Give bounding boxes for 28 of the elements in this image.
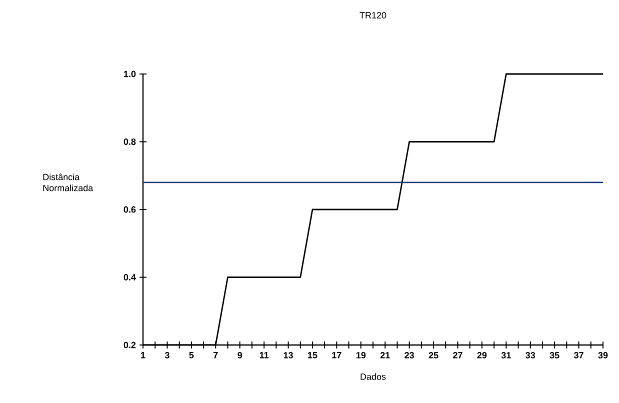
chart-title: TR120 <box>360 12 386 18</box>
x-axis-title: Dados <box>360 373 386 380</box>
x-tick-label: 39 <box>598 352 608 358</box>
y-tick-label: 0.6 <box>124 206 136 213</box>
x-tick-label: 7 <box>214 352 218 358</box>
x-tick-label: 33 <box>526 352 536 358</box>
x-tick-label: 27 <box>453 352 462 358</box>
x-tick-label: 1 <box>141 352 146 358</box>
x-tick-label: 31 <box>501 352 511 358</box>
x-tick-label: 5 <box>189 352 194 358</box>
x-tick-label: 25 <box>428 352 438 358</box>
x-tick-label: 21 <box>380 352 390 358</box>
y-tick-label: 0.2 <box>124 342 136 348</box>
y-tick-label: 0.4 <box>124 274 136 280</box>
x-tick-label: 9 <box>238 352 242 358</box>
x-tick-label: 3 <box>164 352 170 358</box>
x-tick-label: 29 <box>477 352 487 358</box>
x-tick-label: 11 <box>260 352 269 358</box>
x-tick-label: 19 <box>356 352 366 358</box>
x-tick-label: 23 <box>404 352 414 358</box>
x-tick-label: 15 <box>308 352 318 358</box>
y-axis-title: Distância Normalizada <box>43 174 94 192</box>
y-tick-label: 0.8 <box>124 138 136 145</box>
x-tick-label: 37 <box>574 352 584 358</box>
y-tick-label: 1.0 <box>124 70 136 78</box>
x-tick-label: 13 <box>284 352 293 358</box>
x-tick-label: 17 <box>332 352 342 358</box>
x-tick-label: 35 <box>550 352 560 358</box>
